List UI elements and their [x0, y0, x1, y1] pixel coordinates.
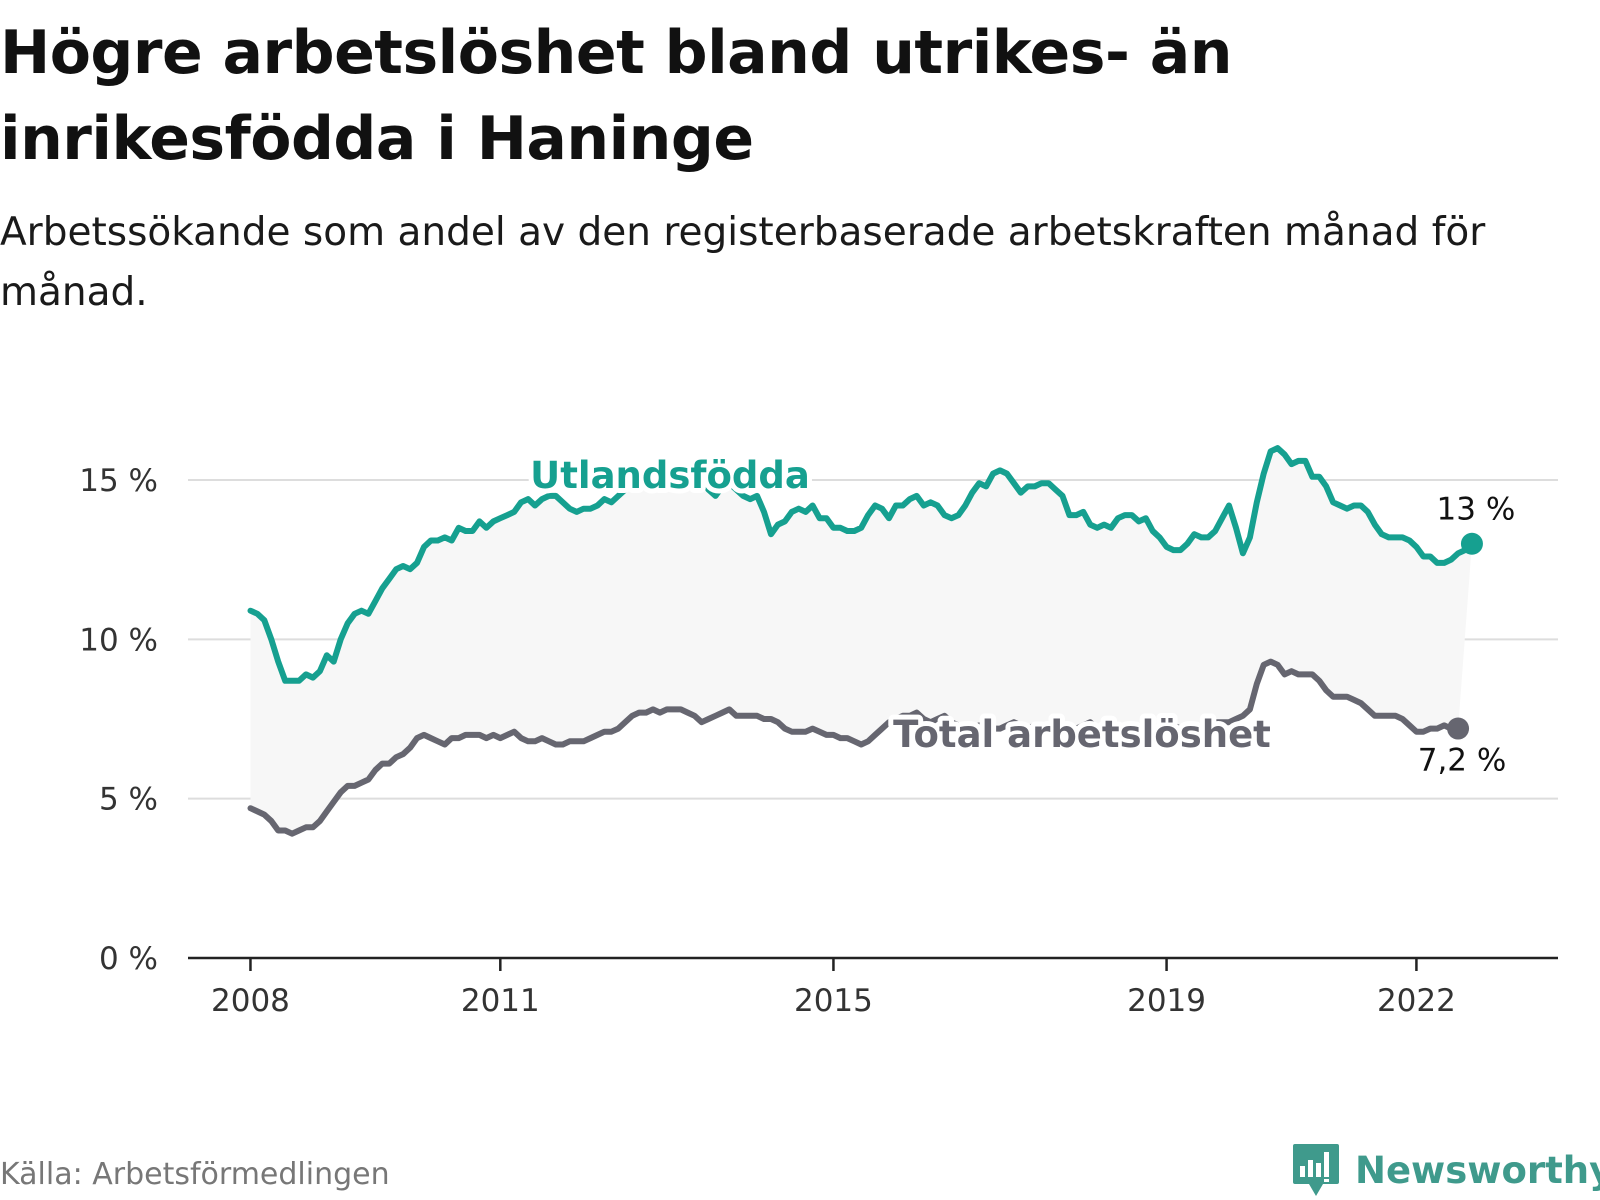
y-tick-label: 10 % [79, 622, 158, 658]
source-note: Källa: Arbetsförmedlingen [0, 1157, 390, 1192]
chart-title: Högre arbetslöshet bland utrikes- än inr… [0, 18, 1232, 174]
series-annotation: Utlandsfödda [530, 454, 810, 497]
y-tick-label: 15 % [79, 463, 158, 499]
range-band [250, 448, 1472, 834]
x-tick-label: 2019 [1127, 983, 1206, 1019]
x-tick-label: 2011 [461, 983, 540, 1019]
chart-subtitle: Arbetssökande som andel av den registerb… [0, 210, 1486, 315]
x-tick-label: 2008 [211, 983, 290, 1019]
y-axis-labels: 0 % 5 % 10 % 15 % [79, 463, 158, 977]
series-end-label: 7,2 % [1418, 743, 1507, 779]
series-endpoints: 13 % 7,2 % [1418, 492, 1516, 779]
x-tick-label: 2015 [794, 983, 873, 1019]
y-tick-label: 5 % [99, 782, 158, 818]
series-annotation: Total arbetslöshet [893, 713, 1271, 756]
brand-logo: Newsworthy [1291, 1140, 1600, 1200]
series-end-marker [1447, 717, 1470, 740]
series-line-total [247, 658, 1462, 837]
newsworthy-logo-icon [1293, 1144, 1339, 1196]
y-tick-label: 0 % [99, 941, 158, 977]
series-end-label: 13 % [1437, 492, 1516, 528]
series-end-marker [1460, 532, 1483, 555]
series-lines [247, 445, 1475, 837]
x-tick-label: 2022 [1377, 983, 1456, 1019]
series-annotation-halo: Total arbetslöshet [893, 713, 1271, 756]
series-annotation-halo: Utlandsfödda [530, 454, 810, 497]
series-line-utlandsfodda [247, 445, 1475, 684]
brand-name: Newsworthy [1355, 1148, 1600, 1192]
x-axis: 2008 2011 2015 2019 2022 [188, 956, 1558, 1019]
